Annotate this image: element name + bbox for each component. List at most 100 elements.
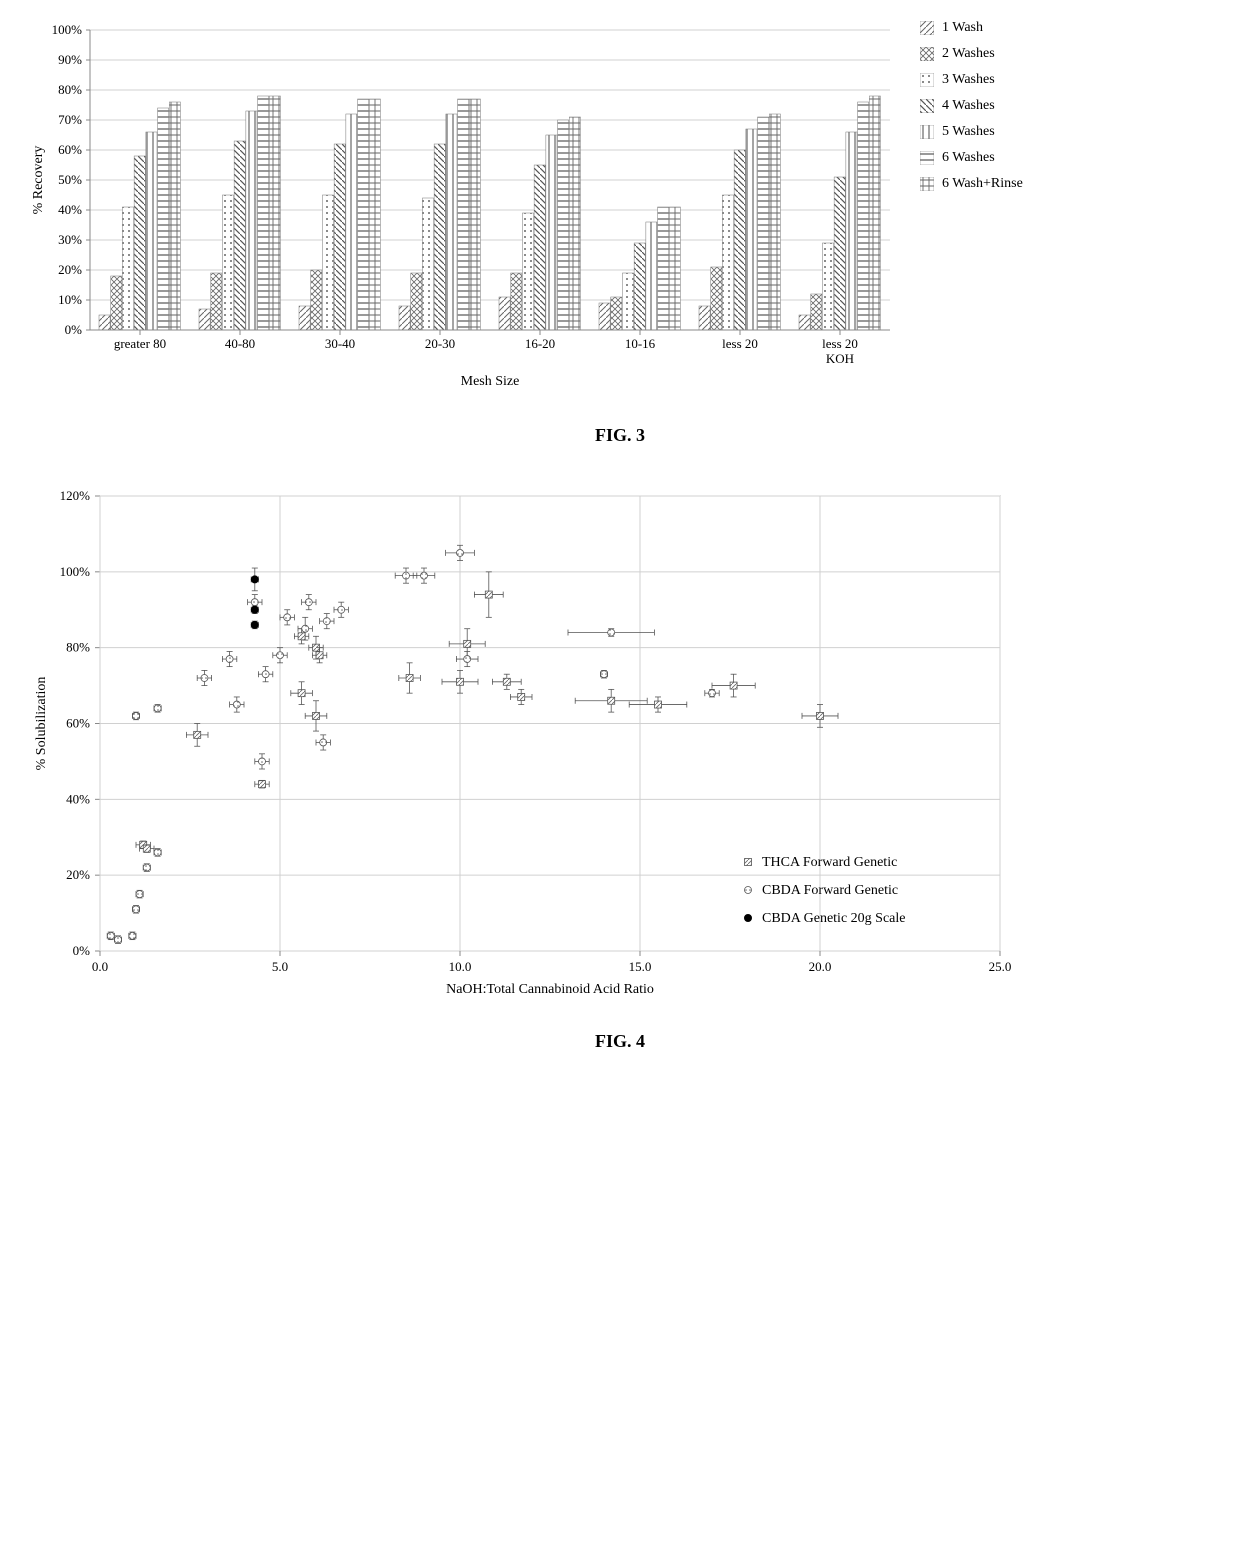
svg-text:Mesh Size: Mesh Size [461,374,520,389]
bar [858,102,869,330]
svg-text:60%: 60% [58,142,82,157]
svg-text:80%: 80% [66,640,90,655]
legend-item: 6 Wash+Rinse [920,176,1023,192]
bar [234,141,245,330]
svg-text:25.0: 25.0 [989,959,1012,974]
svg-text:less 20: less 20 [722,336,758,351]
svg-text:5.0: 5.0 [272,959,288,974]
bar [246,111,257,330]
svg-text:90%: 90% [58,52,82,67]
svg-text:120%: 120% [60,488,91,503]
bar [334,144,345,330]
svg-text:20%: 20% [66,867,90,882]
bar [558,120,569,330]
svg-text:100%: 100% [60,564,91,579]
svg-text:10.0: 10.0 [449,959,472,974]
bar [269,96,280,330]
bar [299,306,310,330]
svg-text:20-30: 20-30 [425,336,455,351]
legend-label: 3 Washes [942,72,995,88]
bar [422,198,433,330]
bar [658,207,669,330]
bar [599,303,610,330]
bar [399,306,410,330]
bar [169,102,180,330]
legend-item: 4 Washes [920,98,1023,114]
svg-text:% Recovery: % Recovery [31,146,46,215]
bar [446,114,457,330]
bar [869,96,880,330]
scatter-legend: THCA Forward GeneticCBDA Forward Genetic… [745,855,906,926]
bar-chart-area: 0%10%20%30%40%50%60%70%80%90%100%greater… [20,20,900,400]
bar [469,99,480,330]
bar [158,108,169,330]
svg-text:20%: 20% [58,262,82,277]
svg-text:70%: 70% [58,112,82,127]
legend-label: 6 Wash+Rinse [942,176,1023,192]
bar [622,273,633,330]
bar [311,270,322,330]
bar [611,297,622,330]
svg-text:0%: 0% [73,943,91,958]
svg-text:greater 80: greater 80 [114,336,166,351]
svg-text:15.0: 15.0 [629,959,652,974]
bar [99,315,110,330]
bar [634,243,645,330]
bar [199,309,210,330]
svg-text:NaOH:Total Cannabinoid Acid Ra: NaOH:Total Cannabinoid Acid Ratio [446,982,654,997]
bar [346,114,357,330]
bar [111,276,122,330]
svg-text:0%: 0% [65,322,83,337]
bar [122,207,133,330]
scatter-chart-svg: 0% 20% 40% 60% 80% 100% 120% 0.0 5.0 10.0 15.0 20.0… [20,486,1020,1006]
bar-chart-container: 0%10%20%30%40%50%60%70%80%90%100%greater… [20,20,1220,400]
bar [511,273,522,330]
svg-text:60%: 60% [66,716,90,731]
svg-text:20.0: 20.0 [809,959,832,974]
bar [134,156,145,330]
bar [322,195,333,330]
legend-item: 5 Washes [920,124,1023,140]
bar [811,294,822,330]
bar [211,273,222,330]
bar [834,177,845,330]
bar [669,207,680,330]
bar [799,315,810,330]
figure-4-label: FIG. 4 [20,1031,1220,1052]
legend-item: 3 Washes [920,72,1023,88]
svg-text:16-20: 16-20 [525,336,555,351]
bar [746,129,757,330]
svg-text:100%: 100% [52,22,83,37]
svg-text:10-16: 10-16 [625,336,656,351]
svg-text:40-80: 40-80 [225,336,255,351]
svg-text:KOH: KOH [826,351,854,366]
figure-3: 0%10%20%30%40%50%60%70%80%90%100%greater… [20,20,1220,446]
legend-label: 5 Washes [942,124,995,140]
bar [646,222,657,330]
bar-chart-legend: 1 Wash2 Washes3 Washes4 Washes5 Washes6 … [920,20,1023,202]
bar-chart-svg: 0%10%20%30%40%50%60%70%80%90%100%greater… [20,20,900,400]
bar [569,117,580,330]
svg-text:% Solubilization: % Solubilization [34,677,49,771]
bar [146,132,157,330]
scatter-chart-area: 0% 20% 40% 60% 80% 100% 120% 0.0 5.0 10.0 15.0 20.0… [20,486,1220,1006]
bar [534,165,545,330]
bar [846,132,857,330]
figure-4: 0% 20% 40% 60% 80% 100% 120% 0.0 5.0 10.0 15.0 20.0… [20,486,1220,1052]
svg-text:80%: 80% [58,82,82,97]
bar [769,114,780,330]
bar [434,144,445,330]
bar [369,99,380,330]
svg-text:0.0: 0.0 [92,959,108,974]
svg-text:30-40: 30-40 [325,336,355,351]
bar [822,243,833,330]
legend-label: 6 Washes [942,150,995,166]
svg-text:THCA Forward Genetic: THCA Forward Genetic [762,855,897,870]
legend-label: 2 Washes [942,46,995,62]
svg-text:10%: 10% [58,292,82,307]
bar [734,150,745,330]
bar [222,195,233,330]
svg-text:40%: 40% [66,791,90,806]
svg-text:40%: 40% [58,202,82,217]
bar [758,117,769,330]
